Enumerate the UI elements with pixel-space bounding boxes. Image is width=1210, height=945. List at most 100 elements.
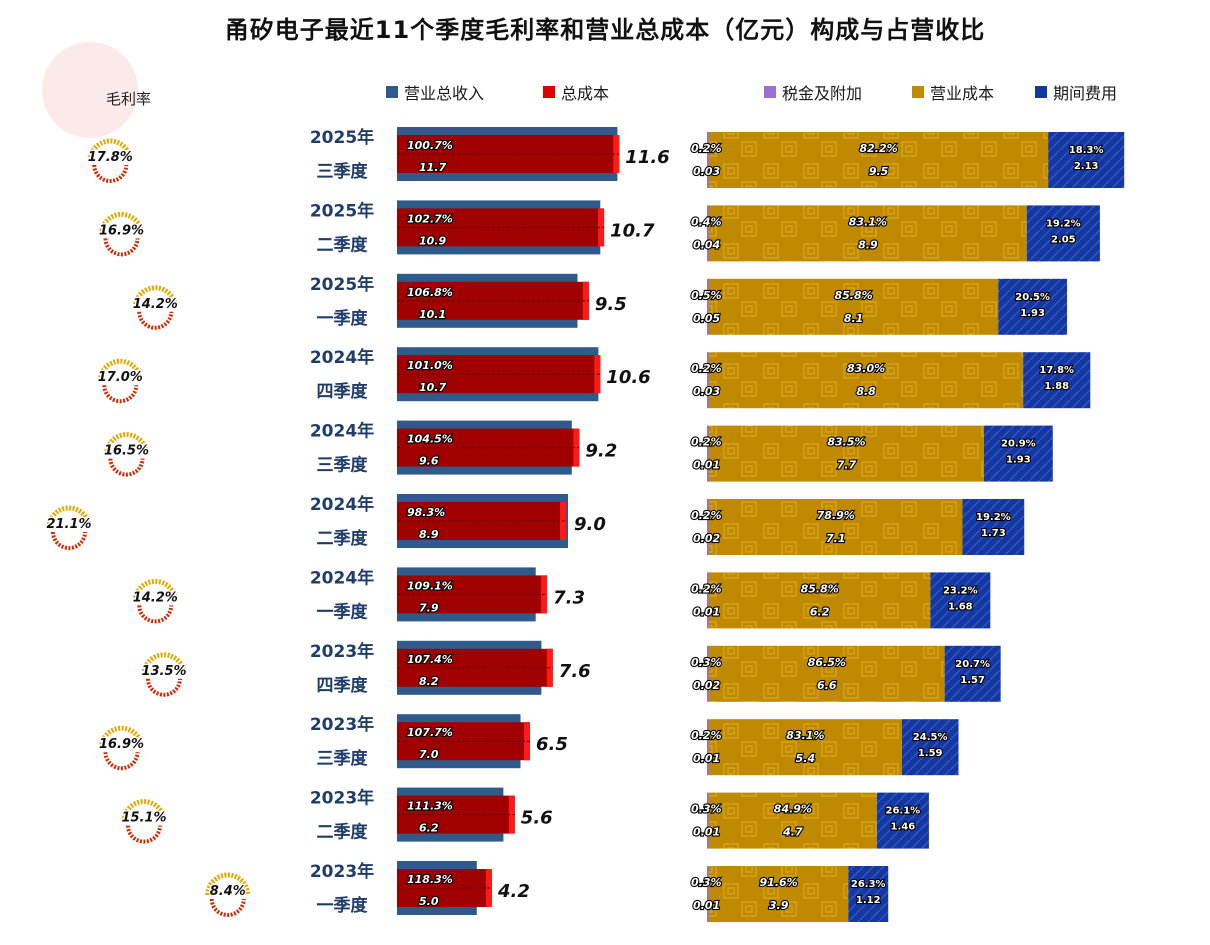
tax-segment [707,719,709,776]
revenue-value-label: 9.2 [585,441,617,462]
tax-segment [707,205,709,262]
cost-ratio-label: 102.7% [407,212,453,225]
tax-value-label: 0.03 [693,165,720,178]
period-year-label: 2023年 [310,788,374,809]
period-exp-value-label: 2.05 [1051,234,1076,245]
gross-margin-arc [46,505,92,529]
period-year-label: 2023年 [310,641,374,662]
gross-margin-arc [132,285,178,308]
period-exp-segment [1048,132,1125,188]
period-exp-pct-label: 19.2% [976,512,1011,523]
period-exp-pct-label: 20.7% [955,659,990,670]
cost-ratio-label: 106.8% [407,286,453,299]
tax-segment [707,792,709,849]
period-quarter-label: 四季度 [317,675,369,696]
op-cost-pct-label: 83.5% [827,436,865,449]
op-cost-segment [709,572,931,629]
total-cost-bar-edge [598,208,605,247]
period-exp-segment [930,572,991,629]
period-year-label: 2024年 [310,494,374,515]
period-exp-segment [983,425,1053,482]
period-quarter-label: 一季度 [317,308,369,329]
period-exp-pct-label: 26.1% [885,806,920,817]
period-year-label: 2024年 [310,347,374,368]
tax-segment [707,499,709,555]
tax-value-label: 0.02 [693,532,720,545]
period-year-label: 2024年 [310,421,374,442]
op-cost-pct-label: 86.5% [808,656,846,669]
legend-tax-label: 税金及附加 [782,84,863,103]
op-cost-segment [709,499,963,555]
total-cost-value-label: 10.1 [419,308,446,321]
legend-period-exp: 期间费用 [1035,80,1117,104]
period-exp-value-label: 1.93 [1020,308,1045,319]
revenue-value-label: 10.7 [610,220,655,241]
legend-total-cost-label: 总成本 [561,84,610,103]
total-cost-bar-edge [508,795,515,834]
period-exp-segment [962,499,1025,555]
period-quarter-label: 三季度 [317,748,369,769]
legend-revenue-swatch [386,86,398,98]
op-cost-segment [709,205,1027,262]
tax-value-label: 0.02 [693,679,720,692]
op-cost-value-label: 7.1 [826,532,846,545]
op-cost-pct-label: 85.8% [834,289,872,302]
total-cost-value-label: 10.7 [419,381,446,394]
tax-pct-label: 0.3% [691,876,722,889]
total-cost-bar-edge [613,135,620,173]
gross-margin-label: 16.9% [99,737,144,752]
op-cost-segment [709,132,1049,188]
legend-tax: 税金及附加 [764,80,862,104]
period-exp-value-label: 1.68 [948,601,973,612]
period-exp-segment [944,645,1001,702]
op-cost-value-label: 8.1 [844,312,864,325]
period-quarter-label: 一季度 [317,895,369,916]
op-cost-segment [709,425,984,482]
gross-margin-arc-lower [103,238,140,257]
tax-segment [707,278,709,335]
legend-total-cost-swatch [543,86,555,98]
revenue-value-label: 6.5 [536,734,568,755]
tax-value-label: 0.01 [693,605,720,618]
cost-ratio-label: 101.0% [407,359,453,372]
total-cost-value-label: 7.9 [419,601,439,614]
period-exp-value-label: 1.12 [856,895,881,906]
op-cost-value-label: 6.2 [810,605,830,618]
op-cost-segment [709,278,999,335]
period-exp-pct-label: 24.5% [913,732,948,743]
op-cost-pct-label: 83.0% [847,362,885,375]
period-year-label: 2023年 [310,861,374,882]
tax-pct-label: 0.2% [691,362,722,375]
gross-margin-arc [99,725,144,749]
op-cost-pct-label: 84.9% [774,803,812,816]
total-cost-bar [397,795,515,834]
period-exp-segment [1023,352,1091,409]
period-year-label: 2023年 [310,714,374,735]
legend-revenue: 营业总收入 [386,80,484,104]
period-exp-value-label: 1.73 [981,528,1006,539]
gross-margin-arc-lower [146,678,182,697]
tax-pct-label: 0.2% [691,582,722,595]
legend-op-cost-swatch [912,86,924,98]
gross-margin-arc [104,432,149,455]
period-year-label: 2025年 [310,127,374,148]
op-cost-pct-label: 83.1% [849,215,887,228]
total-cost-value-label: 5.0 [419,895,439,908]
gross-margin-arc-lower [137,311,174,330]
op-cost-value-label: 4.7 [782,826,803,839]
op-cost-segment [709,645,945,702]
gross-margin-arc [205,872,251,896]
gross-margin-arc-lower [51,531,87,550]
period-exp-segment [848,866,889,922]
revenue-value-label: 7.3 [553,587,585,608]
op-cost-segment [709,792,877,849]
chart-title: 甬矽电子最近11个季度毛利率和营业总成本（亿元）构成与占营收比 [224,16,986,44]
tax-pct-label: 0.2% [691,142,722,155]
legend-period-exp-label: 期间费用 [1053,84,1118,103]
period-year-label: 2025年 [310,200,374,221]
tax-segment [707,866,709,922]
op-cost-pct-label: 78.9% [817,509,855,522]
tax-value-label: 0.05 [693,312,720,325]
gross-margin-label: 16.9% [99,223,144,238]
